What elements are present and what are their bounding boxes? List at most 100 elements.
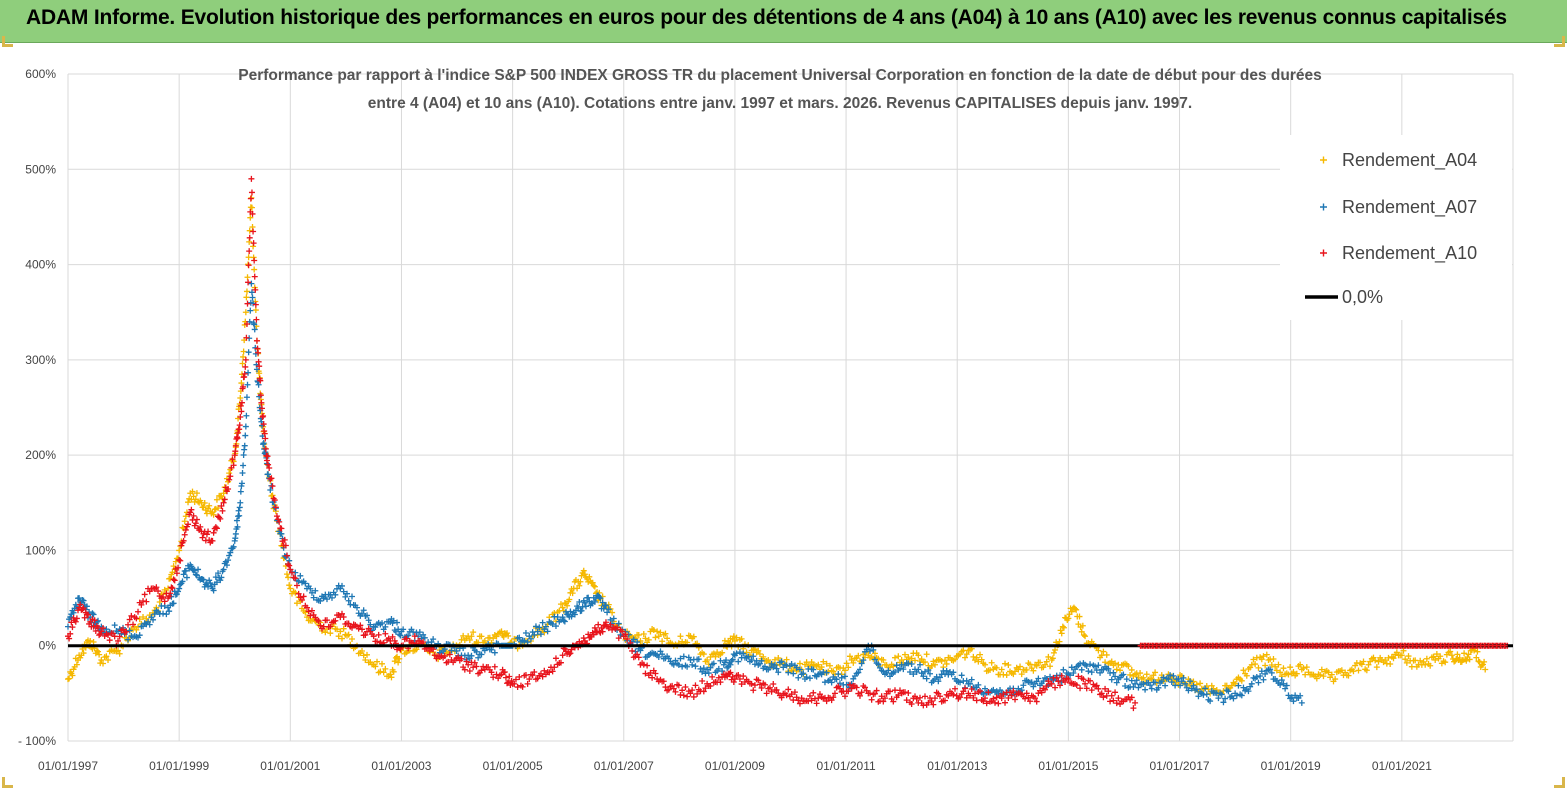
data-point: [659, 651, 666, 658]
data-point: [359, 610, 366, 617]
data-point: [602, 602, 609, 609]
data-point: [232, 442, 239, 449]
data-point: [380, 669, 387, 676]
data-point: [167, 575, 174, 582]
data-point: [622, 631, 629, 638]
data-point: [103, 653, 110, 660]
data-point: [90, 639, 97, 646]
data-point: [891, 668, 898, 675]
data-point: [803, 674, 810, 681]
data-point: [1220, 699, 1227, 706]
data-point: [733, 650, 740, 657]
data-point: [491, 663, 498, 670]
data-point: [67, 614, 74, 621]
data-point: [115, 637, 122, 644]
data-point: [1263, 651, 1270, 658]
data-point: [735, 672, 742, 679]
data-point: [237, 402, 244, 409]
x-tick-label: 01/01/2019: [1261, 759, 1321, 773]
data-point: [248, 175, 255, 182]
data-point: [581, 599, 588, 606]
legend-label: Rendement_A04: [1342, 150, 1477, 171]
data-point: [345, 631, 352, 638]
data-point: [395, 659, 402, 666]
data-point: [973, 697, 980, 704]
data-point: [866, 690, 873, 697]
data-point: [92, 628, 99, 635]
data-point: [890, 698, 897, 705]
data-point: [1478, 662, 1485, 669]
data-point: [660, 678, 667, 685]
data-point: [564, 602, 571, 609]
data-point: [1058, 672, 1065, 679]
data-point: [928, 663, 935, 670]
data-point: [591, 598, 598, 605]
data-point: [866, 647, 873, 654]
data-point: [116, 633, 123, 640]
data-point: [267, 476, 274, 483]
data-point: [488, 646, 495, 653]
data-point: [453, 647, 460, 654]
data-point: [180, 571, 187, 578]
data-point: [183, 574, 190, 581]
data-point: [755, 677, 762, 684]
data-point: [397, 632, 404, 639]
data-point: [1135, 674, 1142, 681]
data-point: [241, 370, 248, 377]
data-point: [1022, 695, 1029, 702]
data-point: [348, 593, 355, 600]
data-point: [1233, 692, 1240, 699]
data-point: [645, 636, 652, 643]
data-point: [599, 599, 606, 606]
data-point: [111, 622, 118, 629]
data-point: [841, 693, 848, 700]
data-point: [997, 687, 1004, 694]
data-point: [468, 633, 475, 640]
data-point: [796, 700, 803, 707]
data-point: [1130, 684, 1137, 691]
data-point: [1222, 695, 1229, 702]
data-point: [680, 692, 687, 699]
data-point: [740, 673, 747, 680]
data-point: [411, 633, 418, 640]
x-tick-label: 01/01/1999: [149, 759, 209, 773]
data-point: [808, 697, 815, 704]
data-point: [115, 647, 122, 654]
data-point: [599, 628, 606, 635]
data-point: [908, 701, 915, 708]
data-point: [1095, 685, 1102, 692]
data-point: [357, 622, 364, 629]
data-point: [1047, 663, 1054, 670]
data-point: [320, 595, 327, 602]
data-point: [795, 674, 802, 681]
data-point: [100, 625, 107, 632]
data-point: [916, 661, 923, 668]
data-point: [243, 288, 250, 295]
data-point: [305, 608, 312, 615]
data-point: [580, 567, 587, 574]
data-point: [1454, 651, 1461, 658]
data-point: [873, 687, 880, 694]
data-point: [375, 631, 382, 638]
data-point: [957, 679, 964, 686]
data-point: [1133, 677, 1140, 684]
data-point: [875, 661, 882, 668]
data-point: [166, 608, 173, 615]
data-point: [188, 563, 195, 570]
data-point: [379, 620, 386, 627]
data-point: [466, 636, 473, 643]
data-point: [1083, 662, 1090, 669]
x-tick-label: 01/01/2003: [371, 759, 431, 773]
data-point: [655, 633, 662, 640]
data-point: [367, 621, 374, 628]
data-point: [576, 598, 583, 605]
data-point: [740, 650, 747, 657]
data-point: [761, 663, 768, 670]
data-point: [256, 363, 263, 370]
data-point: [388, 674, 395, 681]
data-point: [421, 634, 428, 641]
data-point: [377, 668, 384, 675]
data-point: [227, 473, 234, 480]
data-point: [1272, 663, 1279, 670]
data-point: [213, 496, 220, 503]
